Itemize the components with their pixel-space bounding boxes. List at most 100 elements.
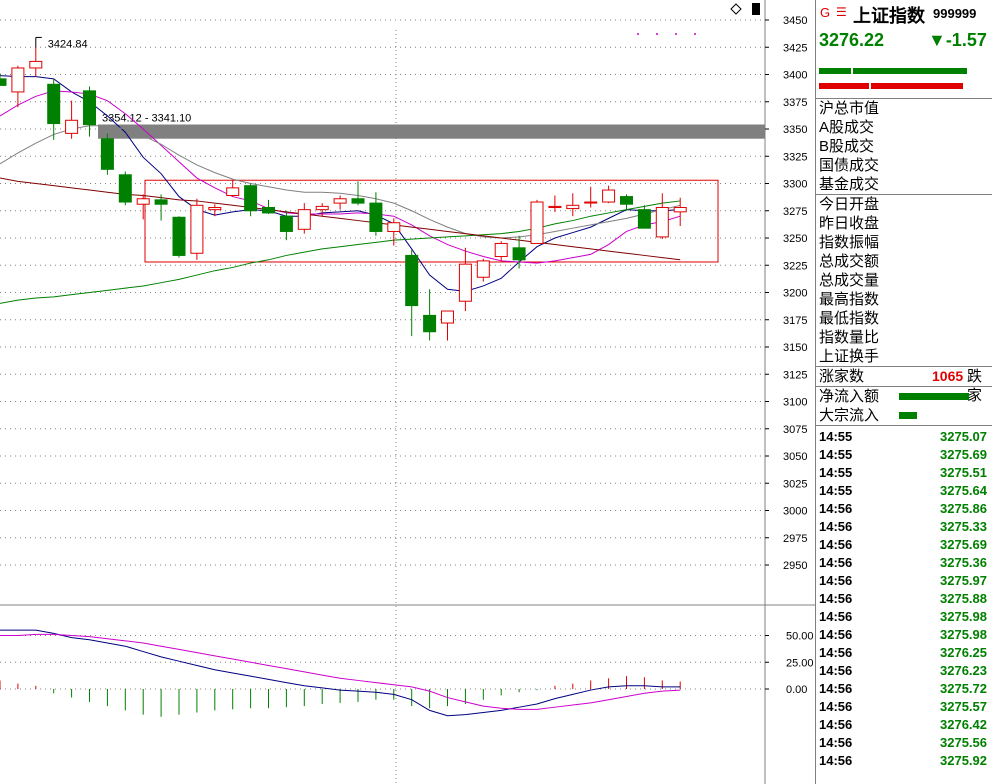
candle-body	[29, 60, 43, 69]
tick-price: 3275.88	[940, 591, 987, 606]
tick-price: 3275.07	[940, 429, 987, 444]
price-tick-label: 3000	[783, 506, 807, 518]
gap-band	[98, 124, 765, 139]
dot-marker	[694, 33, 696, 35]
tick-price: 3275.69	[940, 447, 987, 462]
index-stat-label: 今日开盘	[819, 196, 880, 213]
dot-marker	[675, 33, 677, 35]
tick-row: 14:56 3275.72	[816, 680, 992, 698]
ma-line-3	[0, 125, 681, 239]
price-tick-label: 3450	[783, 15, 807, 27]
tick-price: 3275.57	[940, 699, 987, 714]
candle-body	[226, 187, 240, 196]
price-row: 3276.22 ▼-1.57	[816, 26, 992, 56]
price-tick-label: 3200	[783, 288, 807, 300]
diamond-icon[interactable]	[730, 3, 742, 15]
tick-time: 14:56	[819, 681, 853, 696]
tick-row: 14:56 3275.69	[816, 536, 992, 554]
tick-row: 14:56 3275.98	[816, 608, 992, 626]
high-label: 3424.84	[48, 38, 88, 50]
tick-time: 14:56	[819, 591, 853, 606]
tick-time: 14:56	[819, 717, 853, 732]
quote-panel: G ☰ 上证指数 999999 3276.22 ▼-1.57 沪总市值 A股成交 B…	[815, 0, 992, 784]
candle-body	[620, 196, 633, 205]
candle-body	[423, 314, 437, 333]
price-tick-label: 3225	[783, 260, 807, 272]
tick-time: 14:56	[819, 573, 853, 588]
quote-header: G ☰ 上证指数 999999	[816, 0, 992, 26]
candle-body	[655, 206, 669, 238]
price-tick-label: 3150	[783, 342, 807, 354]
candle-body	[637, 209, 651, 229]
price-tick-label: 2950	[783, 560, 807, 572]
ratio-bar-red-1	[819, 83, 869, 89]
scroll-handle[interactable]	[752, 3, 760, 15]
net-inflow-row: 净流入额	[816, 387, 992, 406]
tick-time: 14:56	[819, 609, 853, 624]
ratio-bar-green-2	[853, 68, 967, 74]
tick-price: 3276.25	[940, 645, 987, 660]
candle-body	[100, 138, 114, 170]
price-tick-label: 3050	[783, 451, 807, 463]
net-inflow-bar	[899, 393, 969, 400]
menu-icon[interactable]: ☰	[836, 5, 847, 19]
ratio-bars	[816, 56, 992, 99]
kline-chart[interactable]: 3450 3425 3400 3375 3350 3325 3300 3275 3250 3225…	[0, 0, 815, 784]
tick-time: 14:56	[819, 645, 853, 660]
price-tick-label: 3350	[783, 124, 807, 136]
index-labels: 今日开盘 昨日收盘 指数振幅 总成交额 总成交量 最高指数 最低指数 指数量比 上证换手	[816, 195, 992, 367]
candle-body	[154, 199, 168, 205]
tick-time: 14:55	[819, 429, 853, 444]
candle-body	[405, 254, 419, 307]
block-inflow-label: 大宗流入	[819, 407, 880, 424]
candle-body	[602, 189, 616, 203]
candle-body	[118, 174, 132, 203]
block-inflow-row: 大宗流入	[816, 406, 992, 426]
tick-time: 14:56	[819, 663, 853, 678]
candle-body	[387, 222, 401, 232]
price-change: ▼-1.57	[928, 30, 987, 50]
candle-body	[297, 209, 311, 230]
macd-dea-line	[0, 633, 681, 710]
tick-price: 3275.98	[940, 627, 987, 642]
macd-dif-line	[0, 629, 681, 717]
candle-body	[279, 215, 293, 232]
tick-row: 14:55 3275.07	[816, 428, 992, 446]
candle-body	[315, 205, 329, 211]
last-price: 3276.22	[819, 30, 885, 50]
tick-time: 14:56	[819, 699, 853, 714]
price-tick-label: 3125	[783, 369, 807, 381]
up-value: 1065	[932, 368, 964, 384]
candle-body	[47, 83, 61, 125]
candle-body	[208, 206, 222, 211]
tick-time: 14:56	[819, 735, 853, 750]
candle-body	[476, 260, 490, 278]
candle-body	[673, 206, 687, 213]
candle-body	[584, 201, 598, 204]
tick-price: 3275.33	[940, 519, 987, 534]
ratio-bar-red-2	[871, 83, 963, 89]
tick-row: 14:56 3276.42	[816, 716, 992, 734]
tick-time: 14:55	[819, 465, 853, 480]
candle-body	[333, 198, 347, 204]
tick-time: 14:56	[819, 537, 853, 552]
market-stat-label: 基金成交	[819, 176, 880, 193]
macd-tick-label: 25.00	[786, 657, 814, 669]
block-inflow-bar	[899, 412, 917, 419]
tick-time: 14:55	[819, 483, 853, 498]
market-stat-label: A股成交	[819, 119, 875, 136]
index-stat-label: 最高指数	[819, 291, 880, 308]
price-tick-label: 3300	[783, 179, 807, 191]
index-stat-label: 总成交量	[819, 272, 880, 289]
candle-body	[369, 202, 383, 232]
index-name: 上证指数	[853, 6, 925, 26]
down-label: 跌家	[967, 368, 983, 404]
index-stat-label: 总成交额	[819, 253, 880, 270]
index-stat-label: 上证换手	[819, 348, 880, 365]
candle-body	[172, 216, 186, 256]
tick-list[interactable]: 14:55 3275.07 14:55 3275.69 14:55 3275.51 14:5…	[816, 426, 992, 770]
tick-price: 3275.72	[940, 681, 987, 696]
tick-row: 14:56 3275.92	[816, 752, 992, 770]
tick-time: 14:55	[819, 447, 853, 462]
candle-body	[262, 206, 275, 214]
